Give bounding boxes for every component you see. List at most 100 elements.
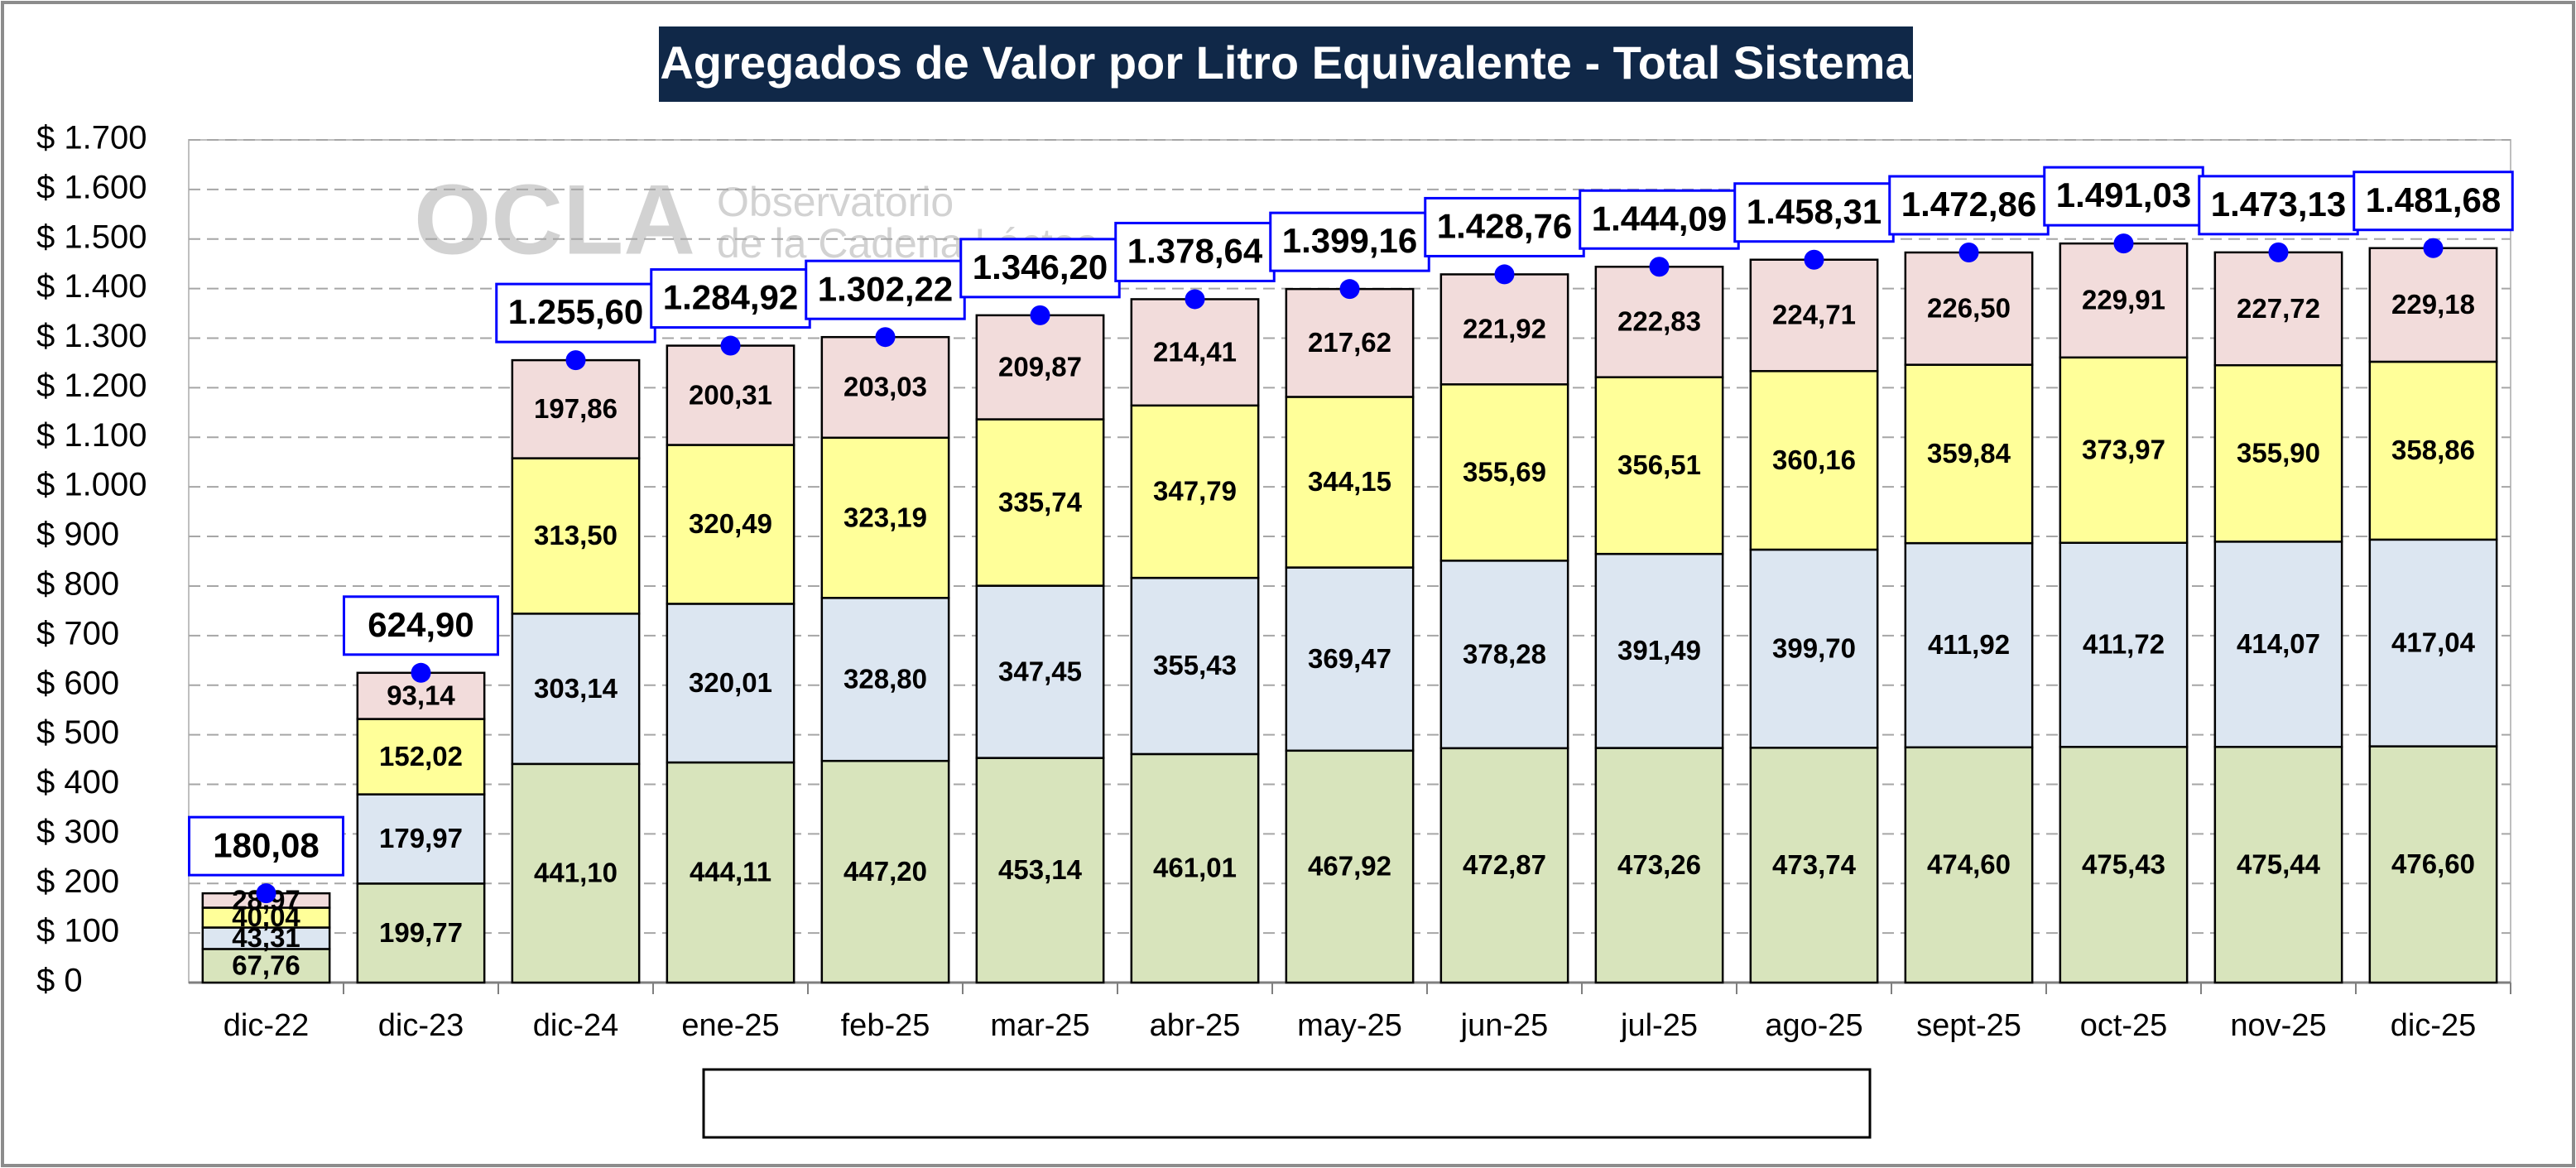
x-tick-label: feb-25 [841,1008,930,1043]
total-point [875,327,896,348]
total-label-box [805,259,966,320]
total-point [720,335,741,356]
value-label: 473,26 [1617,849,1701,880]
bar-segment [356,718,486,795]
total-point [1649,257,1670,277]
value-label: 226,50 [1927,293,2011,324]
y-tick-label: $ 400 [36,764,119,800]
value-label: 475,43 [2082,848,2165,879]
bar-segment [201,926,331,950]
bar-segment [666,444,795,605]
y-tick-label: $ 200 [36,863,119,900]
total-label: 1.378,64 [1127,232,1263,271]
bar-segment [2368,538,2498,747]
y-tick-label: $ 1.600 [36,169,147,205]
value-label: 347,79 [1153,476,1237,507]
total-label-box [188,815,344,877]
y-tick-label: $ 500 [36,714,119,751]
y-tick-label: $ 1.400 [36,268,147,305]
x-tick-label: dic-22 [223,1008,310,1043]
bar-segment [975,314,1105,421]
bar-segment [511,762,641,984]
value-label: 417,04 [2391,627,2476,657]
chart-title: Agregados de Valor por Litro Equivalente… [660,36,1911,89]
bar-segment [2368,745,2498,984]
x-tick-label: may-25 [1297,1008,1402,1043]
value-label: 358,86 [2391,435,2475,465]
total-label: 1.399,16 [1282,221,1418,260]
total-label: 624,90 [368,605,473,644]
total-point [1339,279,1360,300]
total-label-box [343,595,499,656]
x-tick-label: sept-25 [1916,1008,2021,1043]
bar-segment [356,882,486,984]
total-label: 1.472,86 [1901,185,2037,224]
bar-segment [1749,548,1879,749]
value-label: 378,28 [1463,638,1546,669]
bar-segment [2368,360,2498,541]
y-tick-label: $ 700 [36,615,119,651]
bar-segment [2368,247,2498,363]
total-label: 1.428,76 [1437,207,1573,246]
legend-box [702,1068,1872,1139]
total-label: 1.346,20 [973,248,1108,286]
value-label: 227,72 [2237,293,2320,324]
value-label: 399,70 [1772,632,1856,663]
total-label: 1.491,03 [2056,175,2192,214]
y-tick-label: $ 1.500 [36,219,147,255]
value-label: 209,87 [998,351,1082,382]
bar-segment [2059,541,2189,748]
y-tick-label: $ 1.200 [36,368,147,404]
y-tick-label: $ 300 [36,814,119,850]
value-label: 411,92 [1928,629,2010,660]
value-label: 444,11 [690,857,771,887]
value-label: 411,72 [2083,629,2165,660]
bar-segment [2213,251,2343,367]
x-tick-label: dic-24 [533,1008,619,1043]
value-label: 323,19 [843,502,927,532]
total-point [2268,242,2289,262]
total-label-box [2198,175,2359,236]
total-label-box [1114,221,1276,282]
value-label: 447,20 [843,856,927,887]
bar-segment [1130,404,1260,579]
y-tick-label: $ 100 [36,913,119,949]
y-tick-label: $ 1.100 [36,417,147,454]
value-label: 369,47 [1308,643,1391,674]
value-label: 391,49 [1617,635,1701,666]
bar-segment [1285,566,1415,752]
value-label: 222,83 [1617,306,1701,337]
bar-segment [2213,363,2343,543]
y-tick-label: $ 800 [36,566,119,603]
bar-segment [666,344,795,446]
y-tick-label: $ 0 [36,963,83,999]
total-label: 1.481,68 [2366,180,2502,219]
bar-segment [511,457,641,615]
bar-segment [1749,747,1879,984]
bar-segment [1749,258,1879,373]
value-label: 344,15 [1308,466,1391,497]
value-label: 476,60 [2391,848,2475,879]
y-tick-label: $ 1.300 [36,318,147,354]
value-label: 356,51 [1617,449,1701,480]
title-box [659,26,1913,102]
bar-segment [2213,746,2343,984]
bar-segment [1904,251,2034,366]
value-label: 414,07 [2237,628,2320,659]
value-label: 199,77 [379,917,463,948]
bar-segment [1749,370,1879,551]
bar-segment [2059,242,2189,359]
bar-segment [511,358,641,459]
value-label: 229,91 [2082,285,2165,315]
value-label: 473,74 [1772,849,1857,880]
total-point [2423,238,2444,258]
value-label: 67,76 [232,949,300,980]
value-label: 214,41 [1153,336,1237,367]
bar-segment [820,759,950,984]
bar-segment [1904,363,2034,545]
bar-segment [1904,746,2034,984]
total-point [565,350,586,371]
bar-segment [1594,376,1724,555]
value-label: 355,90 [2237,437,2320,468]
